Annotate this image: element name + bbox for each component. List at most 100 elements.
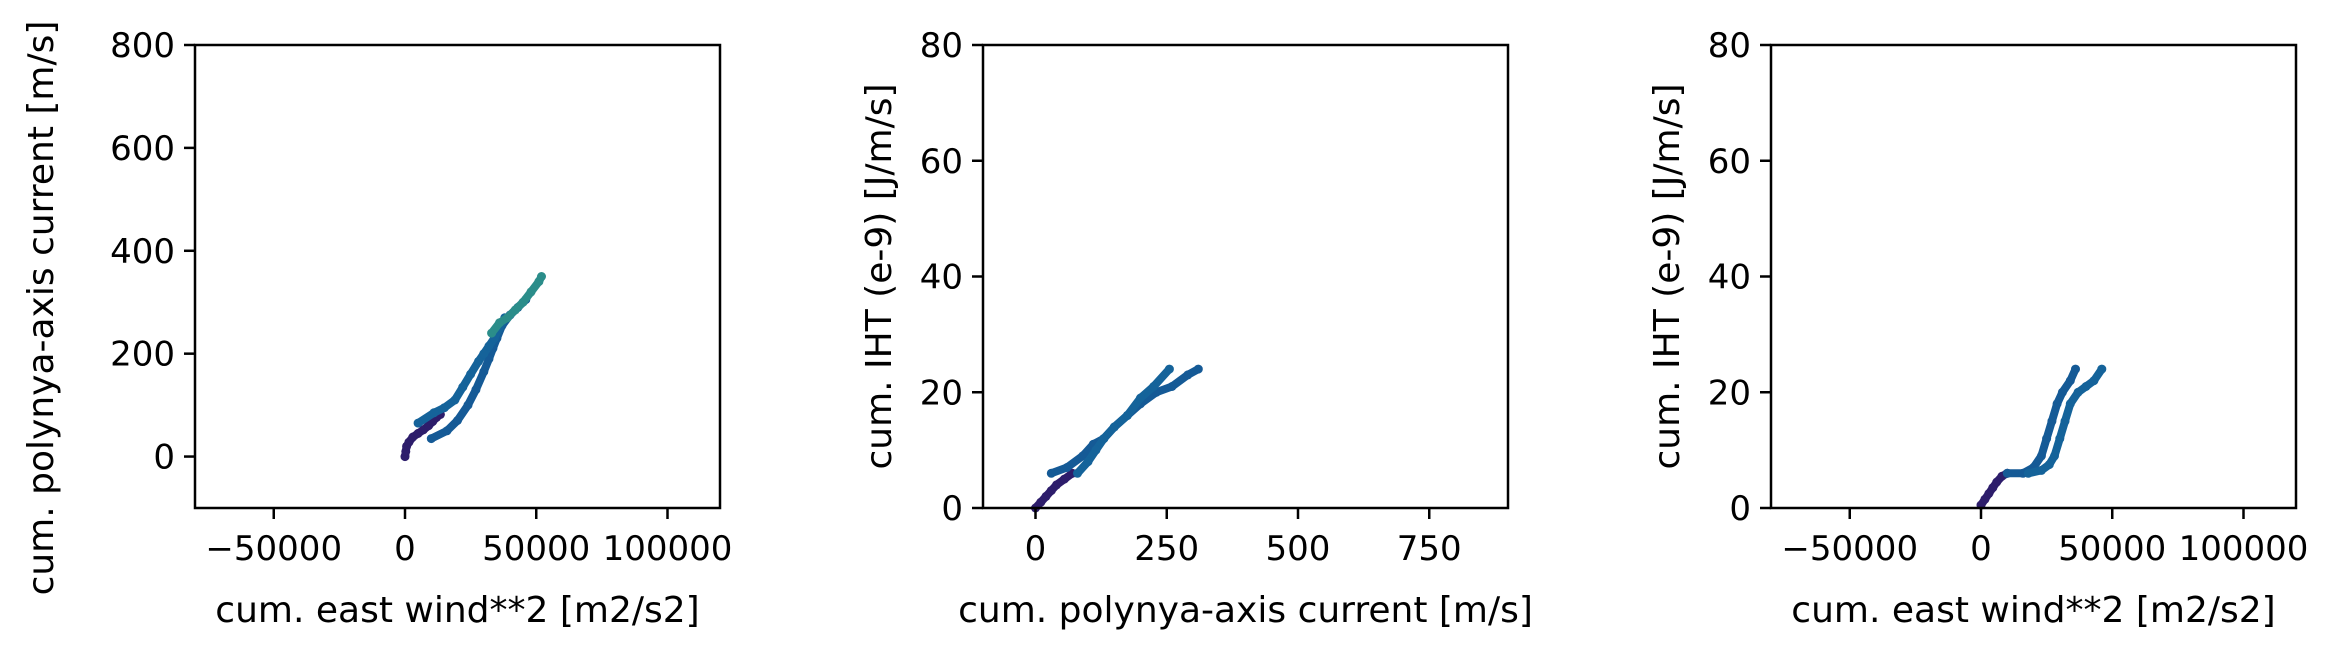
data-point xyxy=(2036,465,2046,475)
plot-frame xyxy=(981,43,1510,510)
data-point xyxy=(1046,486,1056,496)
x-axis-label: cum. east wind**2 [m2/s2] xyxy=(1791,590,2275,631)
data-point xyxy=(2071,364,2080,374)
data-point xyxy=(413,418,423,428)
x-tick-label: 250 xyxy=(1134,529,1199,569)
data-point xyxy=(484,341,494,351)
panel-1: −50000 0 50000 100000 0 200 400 600 800 cum. east… xyxy=(21,21,732,631)
data-point xyxy=(495,318,504,328)
data-point xyxy=(2023,468,2033,478)
y-tick-label: 0 xyxy=(153,438,175,478)
data-point xyxy=(450,395,460,405)
data-point xyxy=(2097,364,2107,374)
x-tick-label: −50000 xyxy=(205,529,342,569)
data-point xyxy=(1073,468,1082,478)
y-tick-label: 20 xyxy=(920,373,963,413)
y-tick-label: 0 xyxy=(1729,489,1751,529)
x-tick-label: −50000 xyxy=(1781,529,1918,569)
y-tick-label: 0 xyxy=(941,489,963,529)
x-tick-label: 750 xyxy=(1397,529,1462,569)
data-point xyxy=(453,416,462,425)
y-tick-label: 40 xyxy=(1708,258,1751,298)
data-point xyxy=(1109,422,1119,432)
y-tick-label: 600 xyxy=(110,129,175,169)
data-point xyxy=(2073,387,2083,397)
data-point xyxy=(2002,468,2012,478)
data-point xyxy=(1193,364,1203,374)
data-point xyxy=(526,287,536,297)
y-tick-label: 80 xyxy=(920,26,963,66)
data-point xyxy=(2036,451,2046,461)
y-axis-label: cum. IHT (e-9) [J/m/s] xyxy=(1647,83,1688,469)
data-point xyxy=(1136,393,1145,403)
x-tick-label: 100000 xyxy=(2179,529,2309,569)
y-tick-label: 60 xyxy=(920,142,963,182)
data-point xyxy=(2065,376,2075,386)
data-point xyxy=(479,367,489,377)
y-axis-label: cum. IHT (e-9) [J/m/s] xyxy=(859,83,900,469)
data-point xyxy=(1036,497,1046,507)
data-point xyxy=(1083,457,1093,467)
data-point xyxy=(502,313,512,323)
x-tick-label: 100000 xyxy=(603,529,733,569)
data-point xyxy=(463,400,473,410)
data-point xyxy=(1062,463,1072,472)
data-point xyxy=(1059,474,1069,484)
data-point xyxy=(2057,387,2067,397)
data-point xyxy=(479,349,489,359)
data-point xyxy=(2065,399,2075,409)
y-tick-label: 400 xyxy=(110,232,175,272)
x-tick-label: 0 xyxy=(1025,529,1047,569)
data-point xyxy=(471,385,481,395)
data-point xyxy=(2089,376,2099,386)
data-point xyxy=(1164,364,1174,374)
y-tick-label: 80 xyxy=(1708,26,1751,66)
data-point xyxy=(510,305,520,315)
y-tick-label: 800 xyxy=(110,26,175,66)
series-2-line xyxy=(427,295,530,443)
x-axis-label: cum. polynya-axis current [m/s] xyxy=(958,590,1533,631)
data-point xyxy=(2044,460,2054,470)
data-point xyxy=(1046,468,1056,478)
data-point xyxy=(2081,382,2091,391)
data-point xyxy=(537,272,546,281)
data-point xyxy=(2050,451,2059,461)
data-point xyxy=(1122,410,1132,420)
data-point xyxy=(2047,416,2057,426)
y-axis-label: cum. polynya-axis current [m/s] xyxy=(21,21,62,596)
y-tick-label: 40 xyxy=(920,258,963,298)
x-tick-label: 0 xyxy=(1970,529,1992,569)
data-point xyxy=(1091,445,1101,455)
data-point xyxy=(442,426,452,436)
y-tick-label: 20 xyxy=(1708,373,1751,413)
x-tick-label: 50000 xyxy=(482,529,590,569)
data-point xyxy=(1183,370,1193,380)
x-axis-label: cum. east wind**2 [m2/s2] xyxy=(215,590,699,631)
data-point xyxy=(1052,480,1061,490)
data-point xyxy=(439,403,449,413)
data-point xyxy=(518,297,528,307)
data-point xyxy=(1992,477,2002,487)
data-point xyxy=(466,369,476,379)
x-tick-label: 500 xyxy=(1266,529,1331,569)
data-point xyxy=(474,356,483,366)
data-point xyxy=(429,408,439,418)
y-tick-label: 60 xyxy=(1708,142,1751,182)
y-tick-label: 200 xyxy=(110,335,175,375)
data-point xyxy=(2042,434,2052,444)
plot-frame xyxy=(1769,43,2298,510)
x-tick-label: 50000 xyxy=(2058,529,2166,569)
data-point xyxy=(2055,434,2065,444)
panel-3: −50000 0 50000 100000 0 20 40 60 80 cum. east win… xyxy=(1647,26,2308,631)
data-point xyxy=(487,328,497,338)
data-point xyxy=(1167,382,1177,391)
data-point xyxy=(1041,491,1051,501)
plot-frame xyxy=(193,43,722,510)
data-point xyxy=(426,434,436,444)
x-tick-label: 0 xyxy=(394,529,416,569)
data-point xyxy=(2060,416,2070,426)
data-point xyxy=(2052,399,2062,409)
data-point xyxy=(1099,434,1109,444)
data-point xyxy=(1078,451,1088,461)
